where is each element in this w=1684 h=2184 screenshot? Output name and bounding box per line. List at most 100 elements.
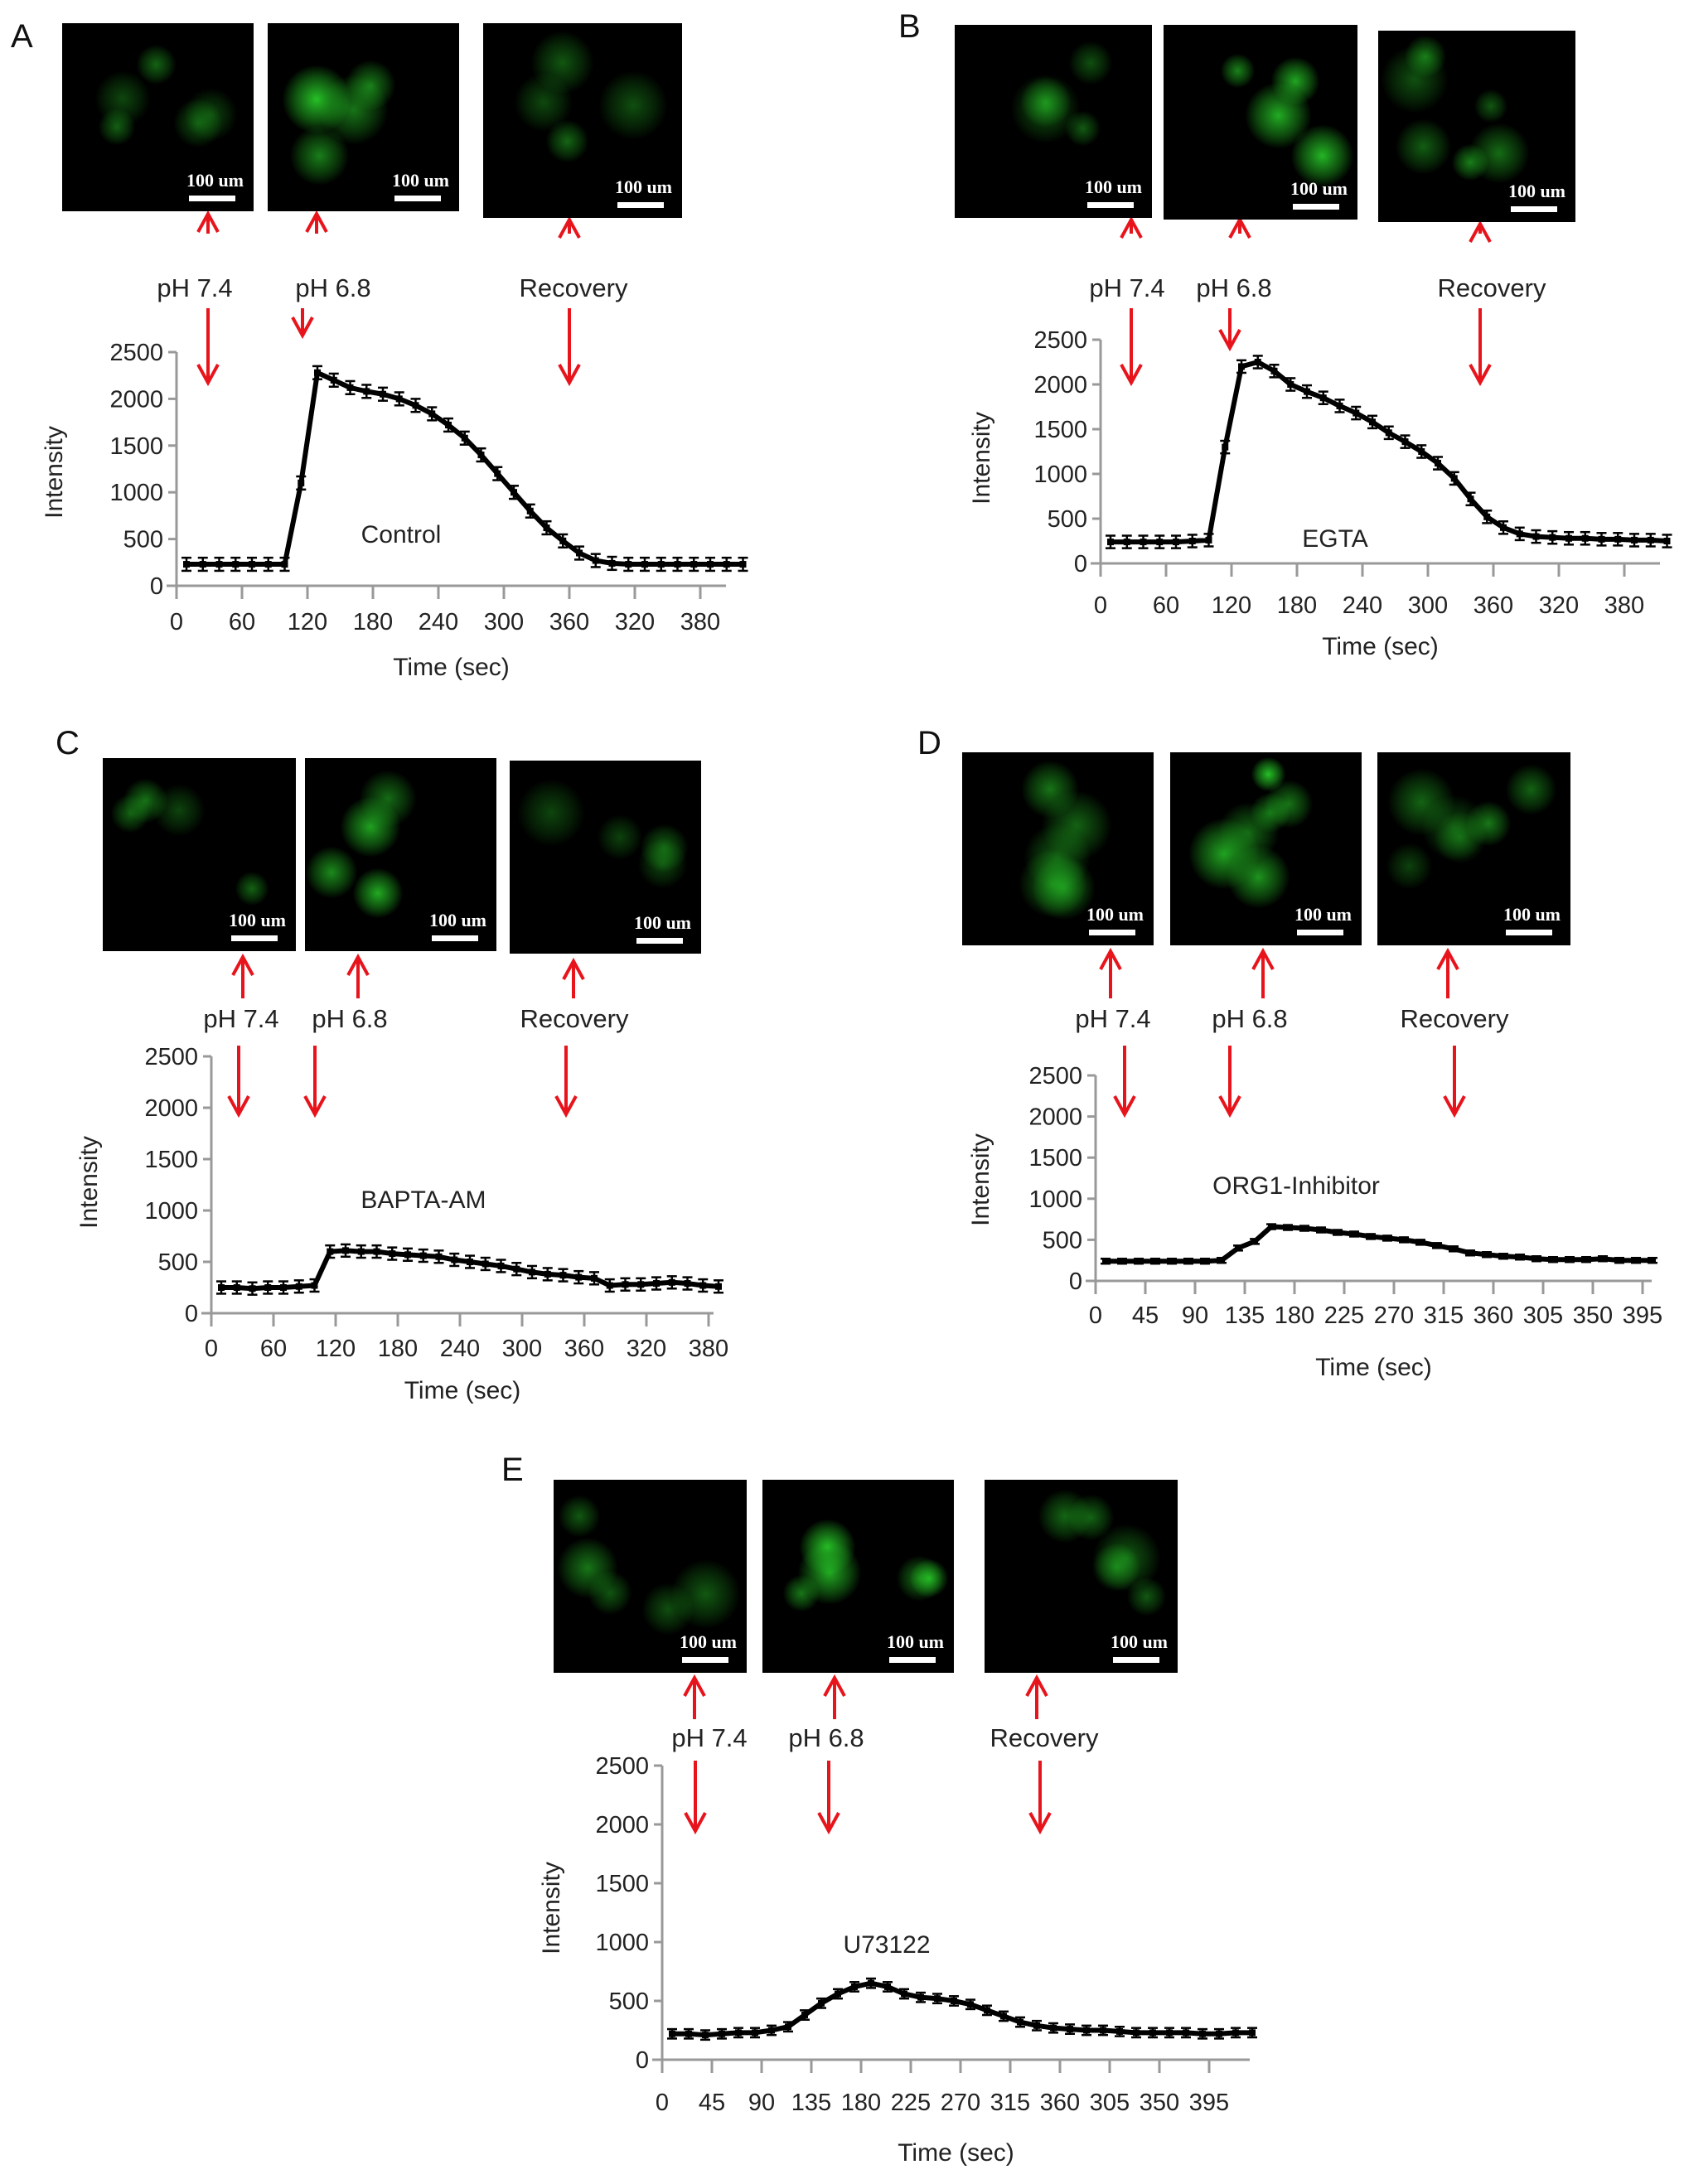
panel-label: E bbox=[501, 1452, 524, 1488]
fluorescent-cell bbox=[797, 1541, 861, 1605]
scale-label: 100 um bbox=[679, 1631, 737, 1652]
data-point bbox=[527, 1264, 537, 1280]
data-point bbox=[418, 1248, 428, 1264]
arrow-down-icon bbox=[303, 1046, 327, 1119]
x-tick-label: 0 bbox=[170, 609, 183, 635]
data-point bbox=[1482, 1251, 1492, 1259]
x-tick-label: 320 bbox=[615, 609, 655, 635]
series-line bbox=[1111, 360, 1667, 545]
data-point bbox=[1154, 534, 1165, 549]
data-point bbox=[1548, 1255, 1558, 1264]
y-tick-label: 2500 bbox=[1028, 1063, 1082, 1090]
data-point bbox=[1269, 363, 1280, 379]
y-tick-label: 2500 bbox=[144, 1044, 198, 1070]
fluorescent-cell bbox=[184, 89, 237, 141]
data-point bbox=[1580, 530, 1590, 546]
data-point bbox=[684, 2027, 694, 2040]
arrow-down-icon bbox=[227, 1046, 250, 1119]
data-point bbox=[1148, 2027, 1158, 2039]
x-tick-label: 240 bbox=[1343, 592, 1382, 619]
y-axis-title: Intensity bbox=[968, 412, 995, 505]
series-line bbox=[186, 370, 743, 568]
fluorescent-cell bbox=[909, 1558, 948, 1597]
annotation-recovery: Recovery bbox=[1400, 1004, 1509, 1033]
line-chart: 0 500 1000 1500 2000 2500 0 60 120 180 240 300 360 32… bbox=[41, 340, 748, 681]
fluorescent-cell bbox=[152, 785, 205, 837]
annotation-ph-7-4: pH 7.4 bbox=[157, 273, 233, 302]
scale-label: 100 um bbox=[186, 170, 244, 191]
data-point bbox=[427, 406, 438, 422]
arrow-up-icon bbox=[823, 1674, 846, 1719]
data-point bbox=[1415, 1239, 1425, 1246]
x-tick-label: 135 bbox=[791, 2090, 831, 2116]
y-tick-label: 2000 bbox=[595, 1812, 649, 1839]
data-point bbox=[1121, 534, 1132, 549]
data-point bbox=[573, 1269, 584, 1285]
data-point bbox=[247, 1281, 258, 1296]
y-axis-title: Intensity bbox=[75, 1136, 103, 1229]
data-point bbox=[1662, 534, 1672, 548]
data-point bbox=[403, 1247, 413, 1263]
arrow-down-icon bbox=[684, 1761, 707, 1835]
treatment-label: EGTA bbox=[1302, 525, 1367, 553]
data-point bbox=[325, 1244, 336, 1259]
y-tick-label: 2500 bbox=[595, 1753, 649, 1780]
data-point bbox=[1015, 2016, 1025, 2028]
fluorescent-cell bbox=[557, 1537, 618, 1598]
scale-bar bbox=[432, 935, 478, 941]
data-point bbox=[607, 555, 617, 572]
y-tick-label: 1000 bbox=[144, 1198, 198, 1225]
x-tick-label: 60 bbox=[1153, 592, 1179, 619]
data-point bbox=[1333, 1229, 1343, 1236]
line-chart: 0 500 1000 1500 2000 2500 0 60 120 180 240 300 360 32… bbox=[968, 327, 1672, 660]
arrow-up-icon bbox=[1251, 947, 1275, 998]
micrograph: 100 um bbox=[985, 1480, 1178, 1673]
data-point bbox=[833, 1988, 843, 2000]
arrow-down-icon bbox=[554, 1046, 578, 1119]
data-point bbox=[1532, 1254, 1541, 1263]
data-point bbox=[492, 466, 503, 481]
annotation-recovery: Recovery bbox=[519, 273, 628, 302]
data-point bbox=[1367, 414, 1377, 430]
micrograph: 100 um bbox=[762, 1480, 954, 1673]
data-point bbox=[1349, 1230, 1359, 1238]
data-point bbox=[1236, 359, 1246, 374]
fluorescent-cell bbox=[1506, 764, 1556, 815]
annotation-recovery: Recovery bbox=[1437, 273, 1546, 302]
arrow-up-icon bbox=[231, 953, 254, 998]
data-point bbox=[1283, 1224, 1293, 1231]
data-point bbox=[1629, 533, 1639, 548]
scale-label: 100 um bbox=[633, 912, 691, 933]
data-point bbox=[1048, 2022, 1058, 2034]
data-point bbox=[394, 391, 404, 407]
y-tick-label: 0 bbox=[150, 573, 163, 600]
data-point bbox=[916, 1991, 926, 2003]
x-tick-label: 360 bbox=[1474, 1302, 1513, 1329]
data-point bbox=[1299, 1225, 1309, 1232]
data-point bbox=[623, 556, 634, 573]
x-axis-title: Time (sec) bbox=[1315, 1354, 1432, 1381]
scale-bar bbox=[189, 196, 235, 201]
scale-label: 100 um bbox=[428, 910, 486, 930]
panel-label: A bbox=[11, 18, 33, 55]
data-point bbox=[932, 1993, 942, 2005]
fluorescent-cell bbox=[671, 1559, 740, 1629]
fluorescent-cell bbox=[1188, 819, 1260, 889]
fluorescent-cell bbox=[598, 814, 643, 860]
scale-bar bbox=[1506, 930, 1552, 935]
y-axis-title: Intensity bbox=[538, 1862, 565, 1954]
y-tick-label: 500 bbox=[609, 1988, 649, 2015]
micrograph: 100 um bbox=[305, 758, 496, 951]
data-point bbox=[1131, 2027, 1141, 2039]
data-point bbox=[1449, 471, 1459, 486]
x-tick-label: 180 bbox=[1277, 592, 1317, 619]
scale-bar bbox=[889, 1657, 936, 1663]
y-tick-label: 1000 bbox=[109, 480, 163, 506]
data-point bbox=[1065, 2023, 1075, 2036]
fluorescent-cell bbox=[340, 796, 400, 858]
scale-bar bbox=[1087, 202, 1134, 208]
data-point bbox=[1032, 2019, 1042, 2032]
scale-label: 100 um bbox=[1086, 904, 1144, 925]
arrow-down-icon bbox=[1113, 1046, 1136, 1119]
